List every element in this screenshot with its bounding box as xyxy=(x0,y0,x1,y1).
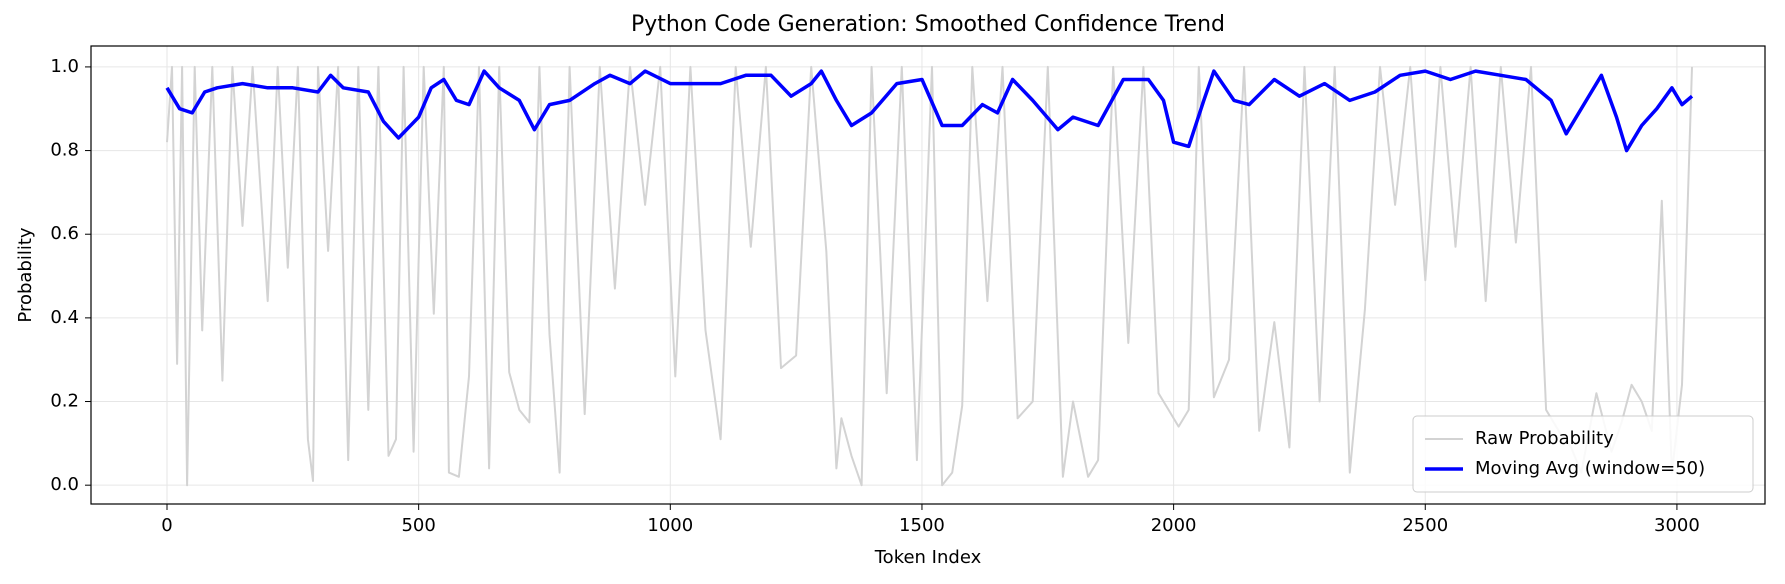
series-line xyxy=(166,65,1693,487)
x-tick-label: 2500 xyxy=(1402,515,1448,536)
legend: Raw Probability Moving Avg (window=50) xyxy=(1412,415,1754,493)
y-tick-label: 0.4 xyxy=(50,307,79,328)
y-tick-label: 0.6 xyxy=(50,223,79,244)
x-tick-label: 500 xyxy=(401,515,435,536)
x-tick-label: 1500 xyxy=(899,515,945,536)
legend-box xyxy=(1412,415,1754,493)
x-tick-label: 2000 xyxy=(1151,515,1197,536)
x-tick-label: 3000 xyxy=(1654,515,1700,536)
legend-label: Moving Avg (window=50) xyxy=(1475,458,1705,479)
chart-title: Python Code Generation: Smoothed Confide… xyxy=(631,12,1225,37)
plot-frame xyxy=(90,45,1766,505)
x-tick-label: 0 xyxy=(161,515,172,536)
x-tick-label: 1000 xyxy=(647,515,693,536)
series-line xyxy=(165,69,1694,153)
y-tick-label: 0.2 xyxy=(50,391,79,412)
legend-label: Raw Probability xyxy=(1475,428,1614,449)
y-tick-label: 1.0 xyxy=(50,56,79,77)
y-axis-label: Probability xyxy=(15,227,36,322)
x-axis-label: Token Index xyxy=(874,547,982,568)
y-tick-label: 0.8 xyxy=(50,140,79,161)
y-tick-label: 0.0 xyxy=(50,474,79,495)
